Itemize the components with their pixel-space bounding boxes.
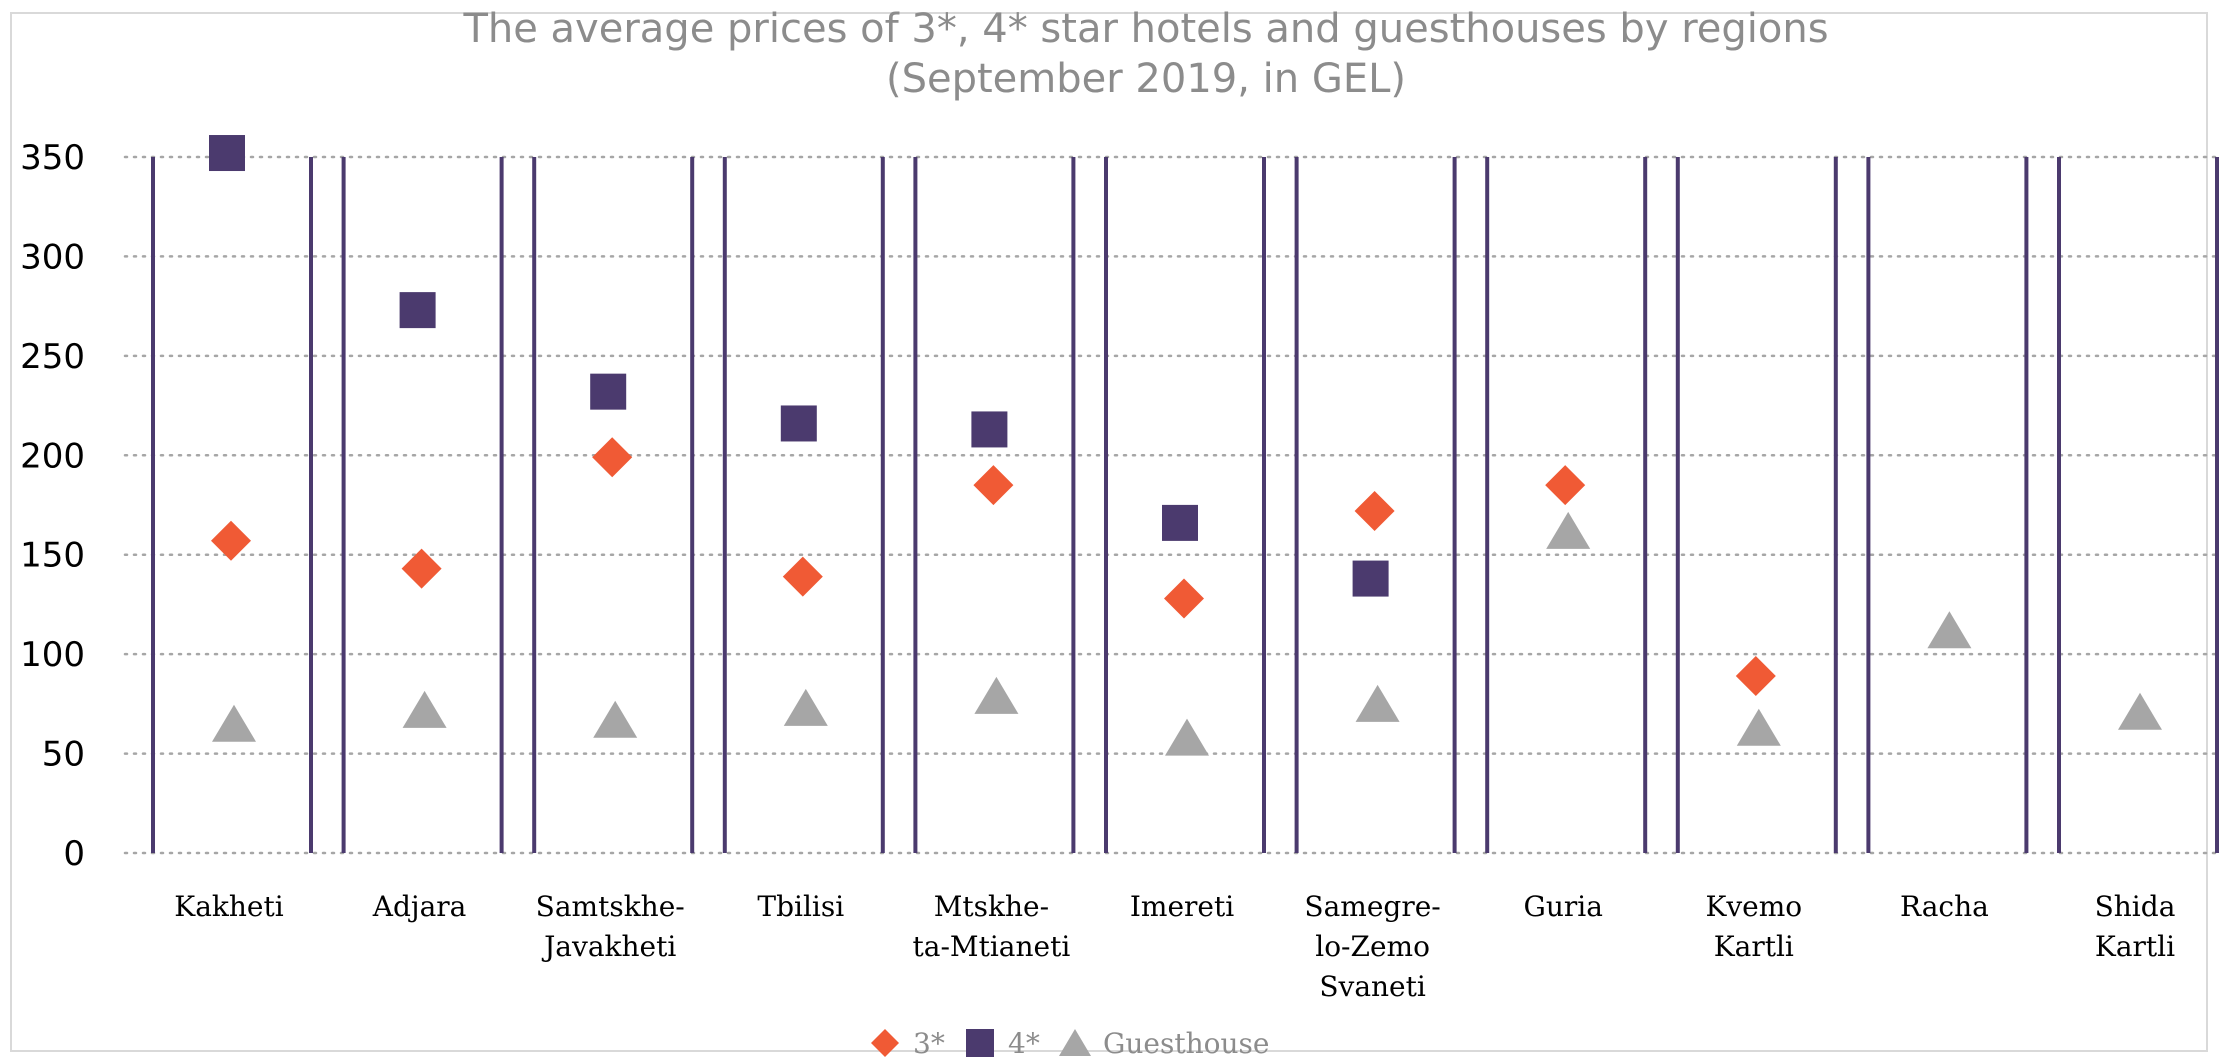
y-tick-label: 100 <box>20 635 85 675</box>
y-tick-label: 0 <box>63 834 85 874</box>
marker-3star <box>973 465 1014 506</box>
x-category-label: Racha <box>1900 890 1989 923</box>
x-category-label: Samegre- <box>1304 890 1440 923</box>
chart-title-line: The average prices of 3*, 4* star hotels… <box>462 6 1828 52</box>
x-category-label: Kartli <box>2095 930 2175 963</box>
y-tick-label: 300 <box>20 237 85 277</box>
x-category-label: Mtskhe- <box>934 890 1049 923</box>
chart-title-line: (September 2019, in GEL) <box>886 56 1406 102</box>
x-category-label: Guria <box>1523 890 1602 923</box>
marker-guesthouse <box>783 688 828 726</box>
y-tick-label: 200 <box>20 436 85 476</box>
marker-guesthouse <box>1355 684 1400 722</box>
marker-3star <box>592 437 633 478</box>
x-category-label: Svaneti <box>1319 970 1426 1003</box>
data-markers <box>209 135 2162 756</box>
x-category-label: Kvemo <box>1705 890 1802 923</box>
chart-title: The average prices of 3*, 4* star hotels… <box>462 6 1828 102</box>
marker-guesthouse <box>1165 718 1209 756</box>
y-tick-label: 350 <box>20 138 85 178</box>
marker-4star <box>399 292 436 329</box>
x-category-label: ta-Mtianeti <box>913 930 1071 963</box>
marker-guesthouse <box>402 690 447 728</box>
region-separators <box>151 157 2219 853</box>
marker-3star <box>1545 465 1586 506</box>
x-category-label: Tbilisi <box>757 890 844 923</box>
legend-guesthouse-swatch <box>1059 1029 1091 1056</box>
marker-4star <box>780 405 817 442</box>
legend: 3* 4* Guesthouse <box>871 1027 1269 1060</box>
x-category-label: Adjara <box>372 890 467 923</box>
x-category-label: Imereti <box>1130 890 1234 923</box>
marker-guesthouse <box>593 700 638 738</box>
marker-3star <box>1354 490 1395 531</box>
legend-label: Guesthouse <box>1103 1027 1269 1060</box>
marker-guesthouse <box>1546 511 1591 549</box>
y-tick-label: 250 <box>20 337 85 377</box>
marker-guesthouse <box>1927 611 1972 649</box>
legend-label: 4* <box>1008 1027 1040 1060</box>
x-category-label: Samtskhe- <box>536 890 685 923</box>
x-category-label: Shida <box>2095 890 2176 923</box>
x-axis-categories: Kakheti Adjara Samtskhe- Javakheti Tbilisi Mt… <box>174 890 2175 1003</box>
marker-4star <box>1162 504 1198 541</box>
x-category-label: Kartli <box>1714 930 1794 963</box>
y-axis-ticks: 0 50 100 150 200 250 300 350 <box>20 138 85 874</box>
marker-4star <box>1352 560 1389 597</box>
x-category-label: Javakheti <box>541 930 676 963</box>
marker-4star <box>971 411 1008 448</box>
legend-label: 3* <box>913 1027 945 1060</box>
marker-4star <box>209 135 245 172</box>
marker-guesthouse <box>2118 692 2162 730</box>
marker-guesthouse <box>974 676 1019 714</box>
marker-3star <box>401 548 442 589</box>
y-tick-label: 50 <box>42 735 85 775</box>
marker-4star <box>590 373 627 410</box>
marker-3star <box>211 520 251 561</box>
marker-guesthouse <box>212 704 256 742</box>
x-category-label: Kakheti <box>174 890 283 923</box>
legend-4star-swatch <box>966 1029 994 1057</box>
legend-3star-swatch <box>871 1029 899 1057</box>
y-tick-label: 150 <box>20 536 85 576</box>
marker-guesthouse <box>1736 708 1781 746</box>
chart-frame <box>10 12 2208 1052</box>
marker-3star <box>1164 578 1204 619</box>
marker-3star <box>782 556 823 597</box>
marker-3star <box>1735 656 1776 697</box>
x-category-label: lo-Zemo <box>1315 930 1430 963</box>
